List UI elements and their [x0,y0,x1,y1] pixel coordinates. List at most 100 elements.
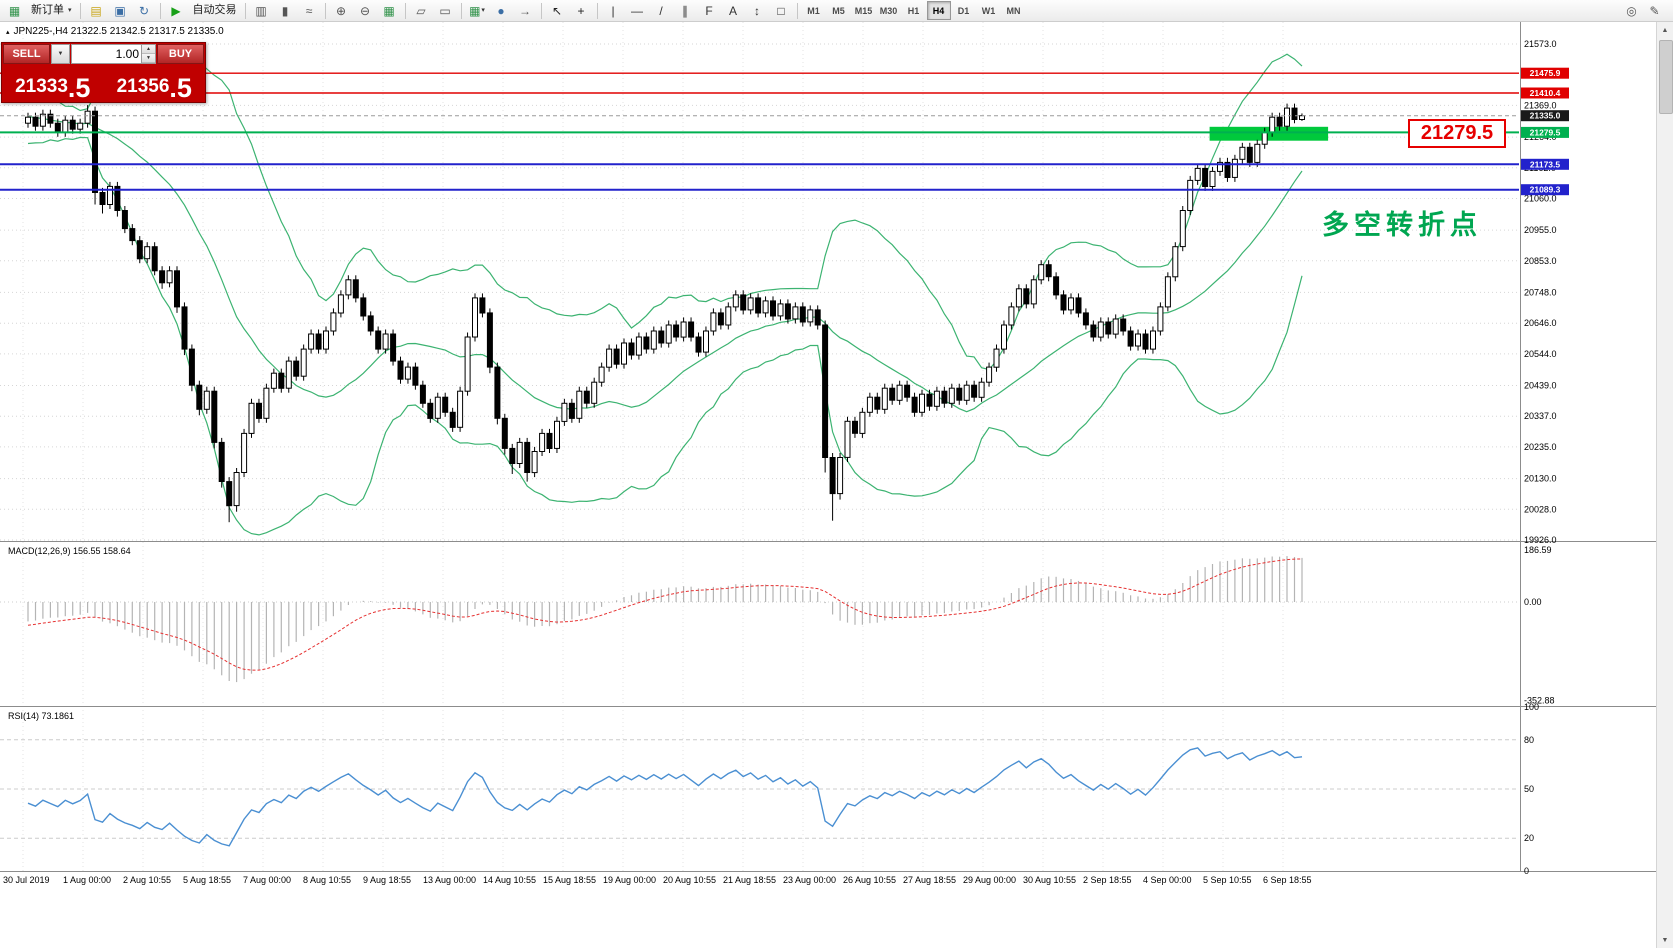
autotrade-button[interactable]: 自动交易 [189,2,241,20]
svg-text:13 Aug 00:00: 13 Aug 00:00 [423,875,476,885]
chart-annotation-text[interactable]: 多空转折点 [1322,210,1482,240]
svg-text:20: 20 [1524,833,1534,843]
timeframe-m1-button[interactable]: M1 [807,5,820,16]
zoom-in-icon[interactable]: ⊕ [330,2,353,20]
price-tag: 21335.0 [1521,110,1569,122]
price-callout-label[interactable]: 21279.5 [1408,119,1506,148]
refresh-icon[interactable]: ↻ [133,2,156,20]
buy-price[interactable]: 21356 .5 [104,65,206,102]
svg-text:20544.0: 20544.0 [1524,349,1557,359]
sell-button[interactable]: SELL [3,44,50,64]
toolbar-separator [460,2,462,19]
svg-text:20028.0: 20028.0 [1524,504,1557,514]
scroll-up-icon[interactable]: ▲ [1661,26,1669,34]
tile-windows-icon[interactable]: ▦ [378,2,401,20]
auto-scroll-icon[interactable]: → [514,2,537,20]
svg-text:15 Aug 18:55: 15 Aug 18:55 [543,875,596,885]
one-click-trading-panel: SELL ▼ ▲ ▼ BUY 21333 .5 21356 .5 [1,42,206,103]
panel-borders [0,22,1656,872]
horizontal-line-icon: — [631,3,644,18]
vertical-line-icon[interactable]: | [602,2,625,20]
edit-icon[interactable]: ✎ [1643,2,1666,20]
volume-input[interactable] [72,45,141,63]
chart-line-icon[interactable]: ≈ [298,2,321,20]
timeframe-w1-button[interactable]: W1 [981,5,996,16]
autotrade-icon[interactable]: ▶ [165,2,188,20]
chart-area[interactable]: 21573.021369.021264.021162.021060.020955… [0,22,1656,948]
cascade-windows-icon[interactable]: ▱ [410,2,433,20]
toolbar-separator [79,2,81,19]
time-axis: 30 Jul 2019 1 Aug 00:00 2 Aug 10:55 5 Aug 1… [3,875,1312,885]
svg-text:0.00: 0.00 [1524,597,1542,607]
shapes-icon[interactable]: □ [770,2,793,20]
horizontal-line-icon[interactable]: — [626,2,649,20]
vertical-scrollbar[interactable]: ▲ ▼ [1656,22,1673,948]
svg-text:-352.88: -352.88 [1524,695,1555,705]
trendline-icon[interactable]: / [650,2,673,20]
buy-button[interactable]: BUY [157,44,204,64]
chart-bars-icon[interactable]: ▥ [250,2,273,20]
fibonacci-icon[interactable]: F [698,2,721,20]
price-tag: 21475.9 [1521,67,1569,79]
svg-text:14 Aug 10:55: 14 Aug 10:55 [483,875,536,885]
arrows-icon[interactable]: ↕ [746,2,769,20]
chart-candles-icon[interactable]: ▮ [274,2,297,20]
new-chart-icon: ▦ [469,3,481,18]
text-icon[interactable]: A [722,2,745,20]
new-chart-icon[interactable]: ▦ ▾ [466,2,489,20]
order-type-dropdown[interactable]: ▼ [51,44,70,64]
timeframe-mn-button[interactable]: MN [1006,5,1021,16]
channel-icon[interactable]: ∥ [674,2,697,20]
volume-increase-button[interactable]: ▲ [142,45,155,54]
chart-candles-icon: ▮ [281,3,289,18]
svg-text:100: 100 [1524,702,1539,712]
toolbar-separator [540,2,542,19]
svg-text:19926.0: 19926.0 [1524,535,1557,545]
arrows-icon: ↕ [754,3,761,18]
search-icon: ◎ [1626,3,1637,18]
svg-text:5 Sep 10:55: 5 Sep 10:55 [1203,875,1252,885]
timeframe-m5-button[interactable]: M5 [832,5,845,16]
highlight-rectangle-object[interactable] [1209,126,1329,141]
price-tag: 21410.4 [1521,87,1569,99]
svg-text:21060.0: 21060.0 [1524,194,1557,204]
crosshair-icon[interactable]: + [570,2,593,20]
trendline-icon: / [659,3,663,18]
new-order-button[interactable]: 新订单 ▾ [27,2,76,20]
timeframe-m30-button[interactable]: M30 [879,5,898,16]
timeframe-h1-button[interactable]: H1 [907,5,920,16]
search-icon[interactable]: ◎ [1620,2,1643,20]
svg-text:19 Aug 00:00: 19 Aug 00:00 [603,875,656,885]
new-order-icon[interactable]: ▦ [3,2,26,20]
clock-icon[interactable]: ● [490,2,513,20]
svg-text:4 Sep 00:00: 4 Sep 00:00 [1143,875,1192,885]
symbol-ohlc-text: JPN225-,H4 21322.5 21342.5 21317.5 21335… [13,26,224,37]
svg-text:1 Aug 00:00: 1 Aug 00:00 [63,875,111,885]
candlesticks [25,103,1305,523]
shapes-icon: □ [777,3,785,18]
sell-price-frac: .5 [67,73,91,103]
toolbar-separator [159,2,161,19]
macd-histogram [27,556,1303,683]
collapse-icon[interactable]: ▴ [6,28,10,36]
toolbar: ▦ 新订单 ▾ ▤ ▣ ↻ ▶ 自动交易 ▥ ▮ ≈ ⊕ ⊖ ▦ ▱ ▭ ▦ ▾ ● → ↖ + | — / ∥ F A ↕ □ M1 M5 M… [0,0,1673,22]
zoom-in-icon: ⊕ [335,3,347,18]
timeframe-d1-button[interactable]: D1 [957,5,970,16]
timeframe-h4-button[interactable]: H4 [926,1,951,20]
sell-price[interactable]: 21333 .5 [2,65,104,102]
cursor-icon[interactable]: ↖ [546,2,569,20]
volume-decrease-button[interactable]: ▼ [142,54,155,63]
timeframe-m15-button[interactable]: M15 [854,5,873,16]
toolbar-separator [324,2,326,19]
horizontal-line-objects[interactable]: 21475.9 21410.4 21279.5 21173.5 21089.3 21335… [0,67,1569,196]
scrollbar-thumb[interactable] [1659,40,1673,114]
scroll-down-icon[interactable]: ▼ [1661,936,1669,944]
arrange-windows-icon[interactable]: ▭ [434,2,457,20]
svg-text:5 Aug 18:55: 5 Aug 18:55 [183,875,231,885]
price-tag: 21173.5 [1521,158,1569,170]
zoom-out-icon[interactable]: ⊖ [354,2,377,20]
open-charts-icon[interactable]: ▣ [109,2,132,20]
svg-text:27 Aug 18:55: 27 Aug 18:55 [903,875,956,885]
grid [0,22,1519,871]
layouts-icon[interactable]: ▤ [85,2,108,20]
